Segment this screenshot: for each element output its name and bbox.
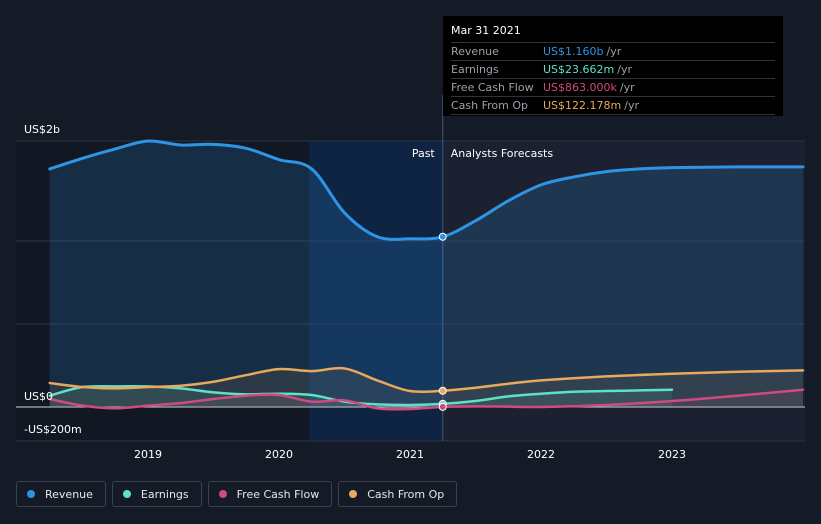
y-axis-label: US$0: [24, 390, 53, 403]
x-tick-label: 2019: [134, 448, 162, 461]
revenue-dot-icon: [27, 490, 35, 498]
hover-marker-free-cash-flow: [438, 402, 447, 411]
tooltip-label: Free Cash Flow: [451, 81, 534, 94]
past-label: Past: [412, 147, 436, 160]
gridlines: [16, 95, 805, 442]
x-tick-label: 2023: [658, 448, 686, 461]
hover-marker-cash-from-op: [438, 386, 447, 395]
legend-item-free-cash-flow[interactable]: Free Cash Flow: [207, 481, 333, 507]
tooltip-unit: /yr: [617, 63, 632, 76]
y-axis-label: US$2b: [24, 123, 60, 136]
chart-background: [16, 141, 805, 441]
legend-item-cash-from-op[interactable]: Cash From Op: [338, 481, 458, 507]
series-lines: [48, 139, 805, 411]
tooltip-row-cash-from-op: Cash From Op US$122.178m /yr: [451, 97, 775, 115]
tooltip-value: US$863.000k: [543, 81, 617, 94]
series-line-cash-from-op: [48, 366, 805, 394]
axis-labels: US$2b US$0 -US$200m 2019 2020 2021 2022 2023 Pas…: [24, 123, 686, 461]
legend-label: Free Cash Flow: [236, 487, 320, 501]
forecast-label: Analysts Forecasts: [451, 147, 554, 160]
series-line-revenue: [48, 139, 805, 241]
hover-markers: [438, 232, 447, 411]
legend-label: Revenue: [45, 487, 93, 501]
tooltip-label: Cash From Op: [451, 99, 529, 112]
x-tick-label: 2020: [265, 448, 293, 461]
tooltip-unit: /yr: [606, 45, 622, 58]
tooltip-row-free-cash-flow: Free Cash Flow US$863.000k /yr: [451, 79, 775, 97]
tooltip-row-earnings: Earnings US$23.662m /yr: [451, 61, 775, 79]
legend-item-earnings[interactable]: Earnings: [111, 481, 202, 507]
y-axis-label: -US$200m: [24, 423, 82, 436]
series-line-free-cash-flow: [48, 388, 805, 411]
tooltip-label: Revenue: [451, 45, 499, 58]
tooltip-row-revenue: Revenue US$1.160b /yr: [451, 43, 775, 61]
tooltip-value: US$1.160b: [543, 45, 604, 58]
x-tick-label: 2021: [396, 448, 424, 461]
legend-label: Cash From Op: [367, 487, 445, 501]
chart-legend: Revenue Earnings Free Cash Flow Cash Fro…: [16, 481, 458, 507]
cash-from-op-dot-icon: [349, 490, 358, 498]
free-cash-flow-dot-icon: [218, 490, 227, 498]
tooltip-unit: /yr: [619, 81, 635, 94]
series-area-free-cash-flow: [49, 389, 803, 410]
legend-item-revenue[interactable]: Revenue: [16, 481, 106, 507]
x-tick-label: 2022: [527, 448, 555, 461]
series-area-revenue: [49, 140, 803, 407]
hover-marker-revenue: [438, 232, 447, 241]
tooltip-value: US$23.662m: [543, 63, 615, 76]
hover-tooltip: Mar 31 2021 Revenue US$1.160b /yr Earnin…: [443, 16, 783, 116]
series-area-earnings: [49, 386, 672, 407]
tooltip-unit: /yr: [624, 99, 639, 112]
tooltip-value: US$122.178m: [543, 99, 622, 112]
tooltip-label: Earnings: [451, 63, 499, 76]
tooltip-date: Mar 31 2021: [451, 22, 775, 43]
legend-label: Earnings: [140, 487, 189, 501]
earnings-dot-icon: [122, 490, 131, 498]
